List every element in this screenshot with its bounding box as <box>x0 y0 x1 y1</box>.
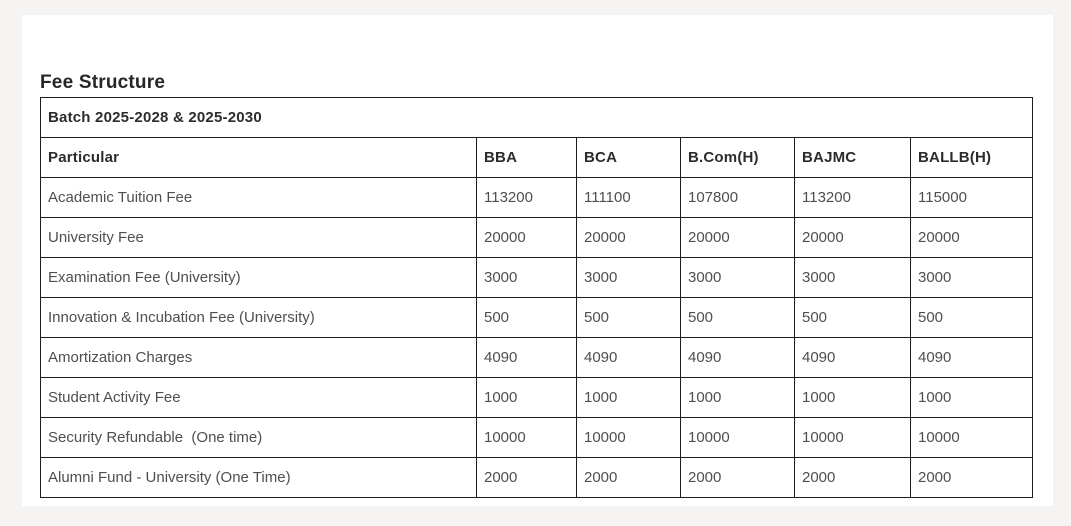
table-row: Security Refundable (One time) 10000 10000… <box>40 417 1034 458</box>
fee-value-cell: 1000 <box>909 377 1034 418</box>
fee-value-cell: 20000 <box>680 217 795 258</box>
fee-table-body: Academic Tuition Fee 113200 111100 107800 11… <box>40 177 1034 498</box>
fee-value-cell: 500 <box>576 297 681 338</box>
table-row: Student Activity Fee 1000 1000 1000 1000 1000 <box>40 377 1034 418</box>
fee-value-cell: 20000 <box>576 217 681 258</box>
row-label: Examination Fee (University) <box>40 257 477 298</box>
fee-value-cell: 113200 <box>476 177 577 218</box>
fee-value-cell: 1000 <box>576 377 681 418</box>
fee-value-cell: 1000 <box>476 377 577 418</box>
column-header-particular: Particular <box>40 137 477 178</box>
table-row: Examination Fee (University) 3000 3000 3000… <box>40 257 1034 298</box>
batch-header-row: Batch 2025-2028 & 2025-2030 <box>39 97 1034 138</box>
fee-value-cell: 3000 <box>680 257 795 298</box>
fee-value-cell: 20000 <box>909 217 1034 258</box>
fee-value-cell: 115000 <box>909 177 1034 218</box>
row-label: Alumni Fund - University (One Time) <box>40 457 477 498</box>
fee-value-cell: 10000 <box>476 417 577 458</box>
fee-value-cell: 4090 <box>576 337 681 378</box>
fee-value-cell: 10000 <box>576 417 681 458</box>
fee-value-cell: 4090 <box>794 337 911 378</box>
table-row: University Fee 20000 20000 20000 20000 20000 <box>40 217 1034 258</box>
fee-value-cell: 20000 <box>794 217 911 258</box>
fee-value-cell: 107800 <box>680 177 795 218</box>
fee-value-cell: 111100 <box>576 177 681 218</box>
column-header-bba: BBA <box>476 137 577 178</box>
fee-value-cell: 500 <box>476 297 577 338</box>
fee-value-cell: 20000 <box>476 217 577 258</box>
fee-value-cell: 1000 <box>680 377 795 418</box>
fee-value-cell: 500 <box>794 297 911 338</box>
page-title: Fee Structure <box>40 72 166 93</box>
row-label: Innovation & Incubation Fee (University) <box>40 297 477 338</box>
table-row: Alumni Fund - University (One Time) 2000 2… <box>40 457 1034 498</box>
batch-header-cell: Batch 2025-2028 & 2025-2030 <box>39 97 1034 138</box>
fee-value-cell: 2000 <box>794 457 911 498</box>
fee-value-cell: 4090 <box>909 337 1034 378</box>
fee-structure-table: Batch 2025-2028 & 2025-2030 Particular BB… <box>39 97 1034 498</box>
fee-value-cell: 2000 <box>680 457 795 498</box>
fee-value-cell: 4090 <box>680 337 795 378</box>
fee-value-cell: 1000 <box>794 377 911 418</box>
fee-value-cell: 2000 <box>909 457 1034 498</box>
fee-value-cell: 2000 <box>576 457 681 498</box>
fee-value-cell: 4090 <box>476 337 577 378</box>
table-row: Amortization Charges 4090 4090 4090 4090 4090 <box>40 337 1034 378</box>
fee-value-cell: 500 <box>909 297 1034 338</box>
table-row: Academic Tuition Fee 113200 111100 107800 11… <box>40 177 1034 218</box>
content-card: Fee Structure Batch 2025-2028 & 2025-203… <box>22 15 1053 506</box>
fee-value-cell: 3000 <box>576 257 681 298</box>
fee-value-cell: 3000 <box>476 257 577 298</box>
column-header-row: Particular BBA BCA B.Com(H) BAJMC BALLB(H) <box>40 137 1034 178</box>
fee-value-cell: 2000 <box>476 457 577 498</box>
table-row: Innovation & Incubation Fee (University)… <box>40 297 1034 338</box>
fee-value-cell: 500 <box>680 297 795 338</box>
row-label: Student Activity Fee <box>40 377 477 418</box>
column-header-bca: BCA <box>576 137 681 178</box>
column-header-bajmc: BAJMC <box>794 137 911 178</box>
row-label: University Fee <box>40 217 477 258</box>
fee-value-cell: 10000 <box>794 417 911 458</box>
row-label: Security Refundable (One time) <box>40 417 477 458</box>
row-label: Amortization Charges <box>40 337 477 378</box>
fee-value-cell: 3000 <box>909 257 1034 298</box>
fee-value-cell: 10000 <box>680 417 795 458</box>
row-label: Academic Tuition Fee <box>40 177 477 218</box>
column-header-ballbh: BALLB(H) <box>909 137 1034 178</box>
fee-value-cell: 113200 <box>794 177 911 218</box>
fee-value-cell: 3000 <box>794 257 911 298</box>
column-header-bcomh: B.Com(H) <box>680 137 795 178</box>
fee-value-cell: 10000 <box>909 417 1034 458</box>
